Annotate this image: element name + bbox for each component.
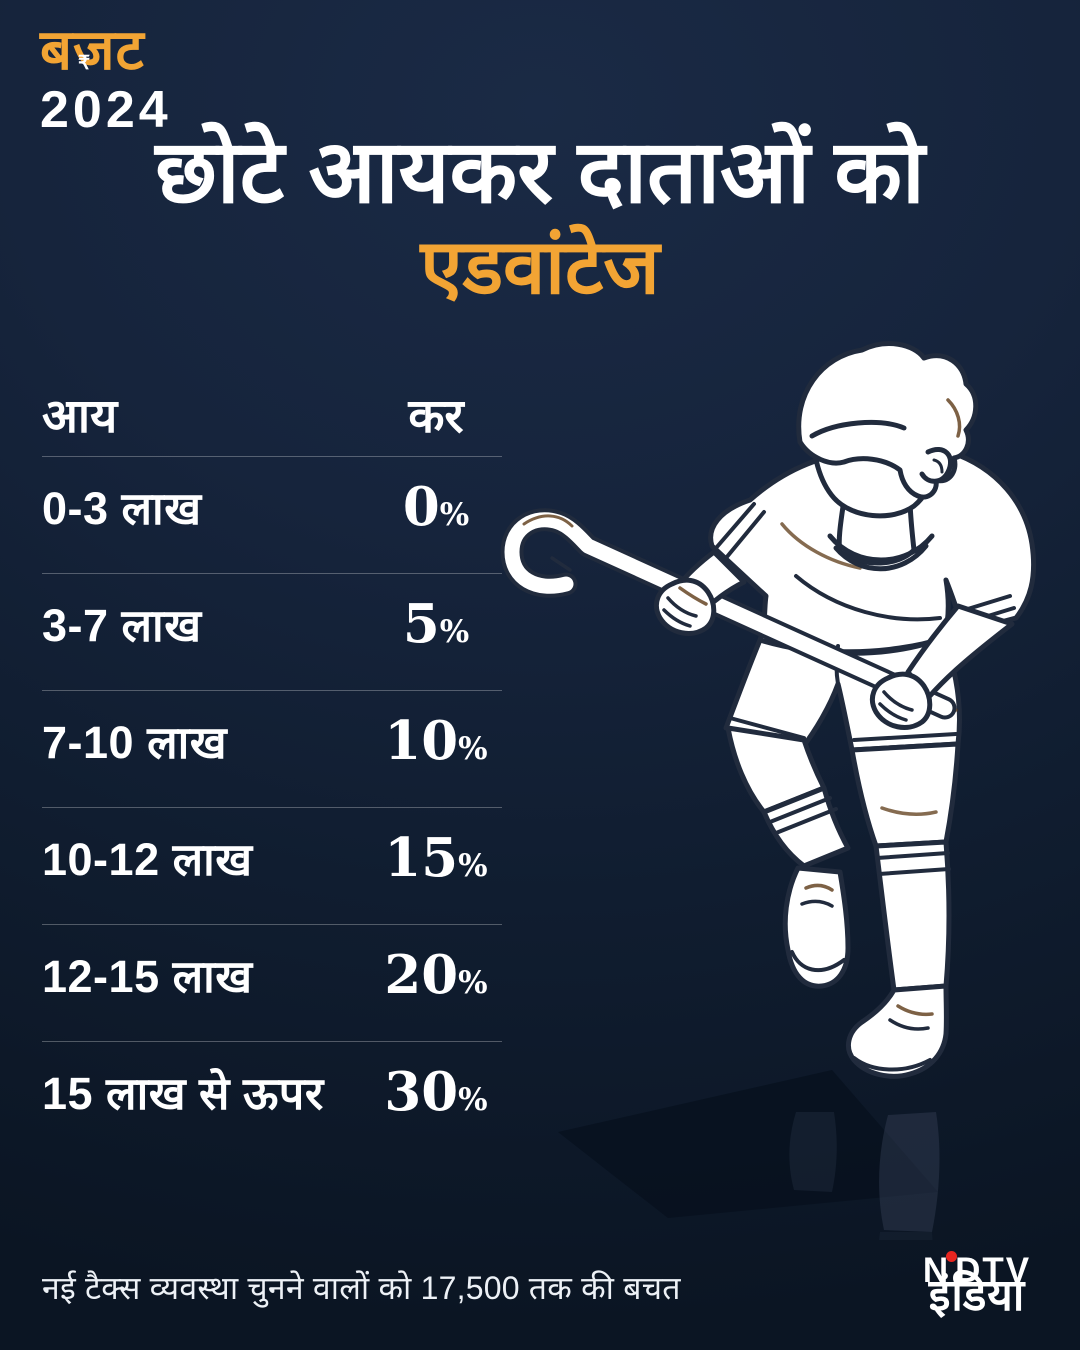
ndtv-red-dot-icon bbox=[946, 1251, 958, 1262]
percent-sign: % bbox=[439, 614, 470, 650]
budget-text: बजट bbox=[40, 18, 145, 81]
budget-2024-badge: बजट ₹ 2024 bbox=[40, 22, 172, 139]
ndtv-wordmark: N DTV bbox=[892, 1251, 1062, 1288]
page-title: छोटे आयकर दाताओं को एडवांटेज bbox=[0, 124, 1080, 309]
table-row: 15 लाख से ऊपर 30% bbox=[42, 1041, 502, 1158]
hockey-player-illustration bbox=[500, 341, 1037, 1240]
income-range: 15 लाख से ऊपर bbox=[42, 1067, 324, 1119]
percent-sign: % bbox=[458, 965, 488, 1001]
floor-shadow bbox=[558, 1070, 938, 1218]
tax-rate-value: 5 bbox=[402, 593, 440, 655]
tax-rate-value: 0 bbox=[402, 476, 440, 538]
income-range: 3-7 लाख bbox=[42, 599, 202, 651]
income-range: 12-15 लाख bbox=[42, 950, 253, 1002]
player-rear-hand bbox=[870, 671, 933, 730]
player-left-shoe bbox=[782, 865, 851, 989]
table-row: 12-15 लाख 20% bbox=[42, 924, 502, 1041]
ndtv-india-logo: N DTV इंडिया bbox=[892, 1251, 1062, 1318]
player-right-shoe bbox=[845, 983, 949, 1079]
table-row: 3-7 लाख 5% bbox=[42, 573, 502, 690]
tax-rate-value: 15 bbox=[384, 827, 459, 889]
tax-rate: 10% bbox=[370, 710, 502, 772]
tax-column-header: कर bbox=[408, 389, 464, 442]
title-line-1: छोटे आयकर दाताओं को bbox=[155, 122, 925, 221]
table-row: 7-10 लाख 10% bbox=[42, 690, 502, 807]
tax-rate: 30% bbox=[370, 1061, 502, 1123]
table-header-row: आय कर bbox=[42, 372, 502, 456]
income-range: 0-3 लाख bbox=[42, 482, 202, 534]
income-range: 10-12 लाख bbox=[42, 833, 253, 885]
income-column-header: आय bbox=[42, 389, 118, 442]
tax-rate: 5% bbox=[370, 593, 502, 655]
budget-year: 2024 bbox=[40, 81, 172, 139]
title-line-2: एडवांटेज bbox=[420, 225, 660, 311]
tax-rate: 15% bbox=[370, 827, 502, 889]
tax-rate-value: 20 bbox=[384, 944, 459, 1006]
budget-label: बजट ₹ bbox=[40, 22, 172, 78]
rupee-icon: ₹ bbox=[78, 53, 92, 74]
player-front-hand bbox=[654, 577, 717, 636]
tax-rate: 0% bbox=[370, 476, 502, 538]
percent-sign: % bbox=[458, 1082, 488, 1118]
footer-note: नई टैक्स व्यवस्था चुनने वालों को 17,500 … bbox=[42, 1270, 681, 1306]
player-reflection bbox=[789, 1112, 940, 1240]
ndtv-letter-n: N bbox=[922, 1251, 951, 1290]
table-row: 10-12 लाख 15% bbox=[42, 807, 502, 924]
percent-sign: % bbox=[458, 731, 488, 767]
tax-rate-value: 10 bbox=[384, 710, 459, 772]
ndtv-india-sub-wordmark: इंडिया bbox=[928, 1271, 1026, 1320]
ndtv-letters-dtv: DTV bbox=[955, 1251, 1032, 1290]
percent-sign: % bbox=[439, 497, 470, 533]
income-range: 7-10 लाख bbox=[42, 716, 228, 768]
player-figure bbox=[500, 341, 1037, 1079]
player-ear bbox=[919, 447, 953, 484]
table-row: 0-3 लाख 0% bbox=[42, 456, 502, 573]
percent-sign: % bbox=[458, 848, 488, 884]
tax-slab-table: आय कर 0-3 लाख 0% 3-7 लाख 5% 7-10 लाख 10%… bbox=[42, 372, 502, 1158]
tax-rate-value: 30 bbox=[384, 1061, 459, 1123]
tax-rate: 20% bbox=[370, 944, 502, 1006]
